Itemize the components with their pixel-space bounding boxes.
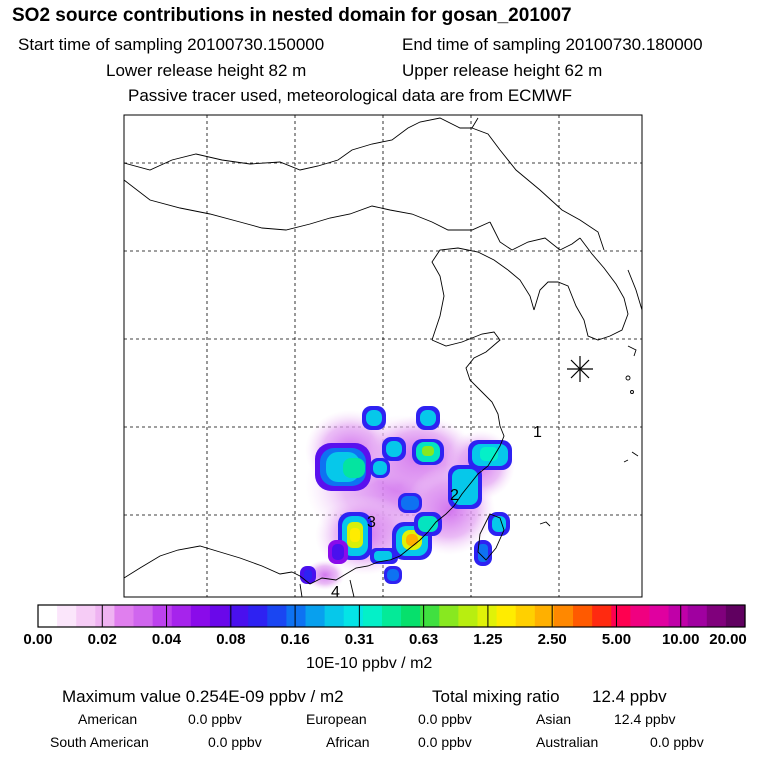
point-label-4: 4: [331, 584, 340, 601]
colorbar-swatch: [324, 605, 345, 627]
region-value: 0.0 ppbv: [418, 711, 472, 727]
colorbar-swatch: [57, 605, 77, 627]
region-value: 0.0 ppbv: [208, 734, 262, 750]
region-name: Australian: [536, 734, 599, 750]
colorbar-swatch: [209, 605, 230, 627]
lower-release-height: Lower release height 82 m: [106, 61, 307, 80]
colorbar-swatch: [362, 605, 383, 627]
colorbar-swatch: [152, 605, 173, 627]
colorbar-swatch: [611, 605, 631, 627]
region-value: 0.0 ppbv: [188, 711, 242, 727]
region-value: 0.0 ppbv: [418, 734, 472, 750]
colorbar-swatch: [534, 605, 555, 627]
colorbar-tick-label: 0.04: [151, 631, 182, 648]
colorbar-swatch: [76, 605, 96, 627]
colorbar-swatch: [229, 605, 249, 627]
colorbar-tick-label: 10.00: [661, 631, 700, 648]
tracer-note: Passive tracer used, meteorological data…: [128, 86, 573, 105]
colorbar-swatch: [496, 605, 517, 627]
region-name: American: [78, 711, 138, 727]
colorbar-swatch: [114, 605, 135, 627]
colorbar-swatch: [725, 605, 746, 627]
colorbar-tick-label: 1.25: [473, 631, 503, 648]
coastlines: [123, 117, 643, 598]
colorbar-swatch: [248, 605, 268, 627]
colorbar-swatch: [267, 605, 288, 627]
colorbar-swatch: [668, 605, 689, 627]
colorbar-swatch: [706, 605, 727, 627]
colorbar-swatch: [439, 605, 459, 627]
colorbar-tick-label: 0.16: [280, 631, 310, 648]
colorbar-swatch: [381, 605, 402, 627]
region-value: 0.0 ppbv: [650, 734, 704, 750]
colorbar-tick-label: 2.50: [537, 631, 567, 648]
colorbar-swatch: [401, 605, 421, 627]
colorbar-tick-label: 20.00: [709, 631, 747, 648]
total-mixing-value: 12.4 ppbv: [592, 687, 667, 706]
total-mixing-label: Total mixing ratio: [432, 687, 560, 706]
colorbar-swatch: [95, 605, 116, 627]
end-time: End time of sampling 20100730.180000: [402, 35, 703, 54]
colorbar-swatch: [649, 605, 670, 627]
colorbar-frame: [37, 604, 746, 628]
colorbar-swatch: [171, 605, 192, 627]
region-name: South American: [50, 734, 149, 750]
region-value: 12.4 ppbv: [614, 711, 676, 727]
plot-title: SO2 source contributions in nested domai…: [12, 5, 572, 26]
colorbar-swatch: [190, 605, 211, 627]
region-name: European: [306, 711, 367, 727]
colorbar-swatch: [38, 605, 58, 627]
max-value: Maximum value 0.254E-09 ppbv / m2: [62, 687, 344, 706]
colorbar-swatch: [133, 605, 154, 627]
colorbar-swatch: [630, 605, 651, 627]
colorbar-swatch: [573, 605, 593, 627]
upper-release-height: Upper release height 62 m: [402, 61, 603, 80]
colorbar-swatch: [458, 605, 479, 627]
point-label-2: 2: [450, 487, 459, 504]
colorbar-swatch: [515, 605, 536, 627]
point-label-3: 3: [367, 514, 376, 531]
start-time: Start time of sampling 20100730.150000: [18, 35, 325, 54]
colorbar-swatch: [687, 605, 708, 627]
region-name: Asian: [536, 711, 572, 727]
colorbar-swatch: [477, 605, 498, 627]
colorbar-swatch: [305, 605, 326, 627]
colorbar-tick-label: 0.00: [23, 631, 53, 648]
colorbar-swatch: [592, 605, 612, 627]
colorbar-tick-label: 0.31: [344, 631, 374, 648]
colorbar-swatch: [343, 605, 364, 627]
colorbar-tick-label: 0.63: [409, 631, 439, 648]
star-icon: [567, 356, 593, 382]
colorbar-swatch: [553, 605, 574, 627]
colorbar-swatch: [420, 605, 440, 627]
colorbar-swatch: [286, 605, 307, 627]
region-name: African: [326, 734, 370, 750]
colorbar-tick-label: 0.08: [216, 631, 246, 648]
point-label-1: 1: [533, 424, 542, 441]
colorbar-units: 10E-10 ppbv / m2: [306, 655, 433, 672]
colorbar-tick-label: 5.00: [601, 631, 632, 648]
colorbar-tick-label: 0.02: [87, 631, 117, 648]
